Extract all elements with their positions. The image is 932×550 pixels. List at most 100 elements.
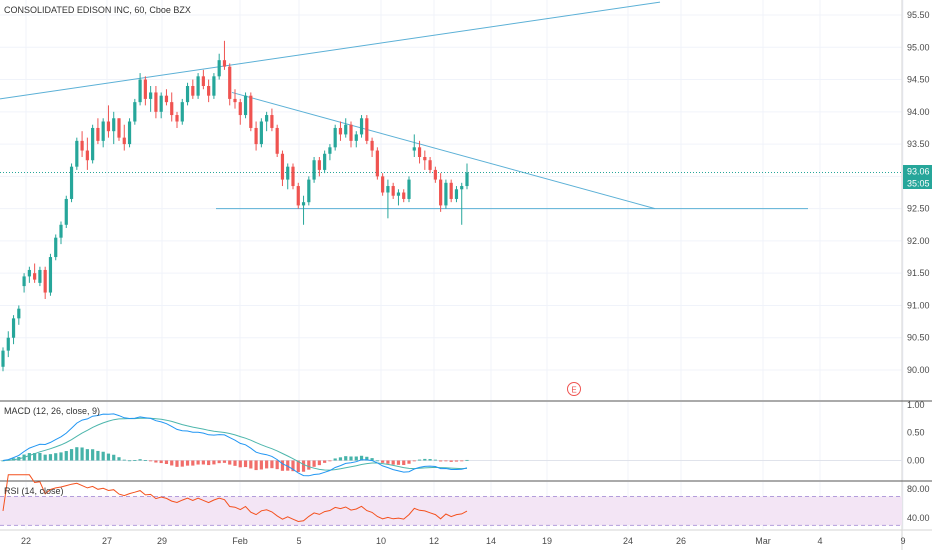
candle-body — [291, 166, 295, 187]
macd-histogram-bar — [396, 460, 401, 465]
time-tick-label: 26 — [676, 536, 686, 546]
macd-histogram-bar — [154, 460, 158, 463]
candle-body — [301, 202, 306, 206]
rsi-axis[interactable]: 80.00 40.00 — [907, 484, 930, 523]
candle-body — [412, 147, 416, 151]
candle-body — [138, 79, 142, 103]
candle-body — [201, 76, 205, 86]
last-price-badge: 93.06 35:05 — [903, 165, 932, 189]
candle-body — [391, 186, 395, 196]
macd-histogram-bar — [296, 460, 300, 472]
macd-histogram-bar — [423, 458, 427, 461]
macd-histogram-bar — [38, 452, 42, 461]
earnings-marker-label: E — [571, 386, 576, 395]
candle-body — [6, 337, 10, 351]
candle-body — [101, 121, 105, 141]
candle-body — [280, 153, 285, 180]
macd-histogram-bar — [270, 460, 274, 469]
macd-histogram-bar — [27, 453, 31, 461]
candle-body — [254, 127, 258, 145]
rsi-title: RSI (14, close) — [4, 486, 64, 496]
macd-histogram-bar — [323, 460, 327, 463]
rsi-tick-label: 40.00 — [907, 513, 930, 523]
candle-body — [433, 169, 437, 180]
candle-body — [370, 140, 374, 151]
candle-body — [207, 86, 211, 96]
candle-body — [439, 179, 443, 206]
macd-histogram-bar — [207, 460, 211, 466]
candle-body — [365, 118, 369, 141]
candle-body — [307, 179, 311, 203]
trendline-descending[interactable] — [231, 91, 656, 210]
trendlines[interactable] — [0, 1, 808, 210]
time-tick-label: 10 — [376, 536, 386, 546]
candle-body — [175, 115, 179, 122]
candles — [1, 40, 469, 372]
macd-histogram-bar — [217, 460, 221, 464]
candle-body — [196, 76, 200, 96]
macd-histogram-bar — [228, 460, 232, 465]
price-tick-label: 92.00 — [907, 236, 930, 246]
candle-body — [344, 124, 348, 135]
candle-body — [286, 166, 290, 180]
macd-histogram-bar — [338, 457, 343, 461]
macd-histogram-bar — [370, 458, 374, 461]
candle-body — [423, 157, 427, 161]
time-axis[interactable]: 22 27 29 Feb 5 10 12 14 19 24 26 Mar 4 9 — [21, 536, 906, 546]
macd-histogram-bar — [64, 451, 68, 461]
candle-body — [112, 118, 116, 132]
macd-title: MACD (12, 26, close, 9) — [4, 406, 100, 416]
candle-body — [106, 121, 111, 132]
macd-histogram-bar — [249, 460, 253, 469]
price-tick-label: 92.50 — [907, 204, 930, 214]
candle-body — [1, 350, 5, 367]
macd-histogram-bar — [175, 460, 179, 467]
candle-body — [270, 115, 274, 128]
macd-signal-line — [2, 417, 468, 471]
price-tick-label: 94.00 — [907, 107, 930, 117]
candle-body — [312, 160, 316, 180]
price-tick-label: 95.00 — [907, 42, 930, 52]
time-tick-label: 22 — [21, 536, 31, 546]
price-tick-label: 95.50 — [907, 10, 930, 20]
trendline-upper[interactable] — [0, 1, 661, 100]
candle-body — [54, 237, 58, 258]
candle-body — [275, 127, 279, 154]
candle-body — [69, 166, 74, 199]
price-axis[interactable]: 95.5095.0094.5094.0093.5093.0092.5092.00… — [907, 10, 930, 375]
candle-body — [465, 172, 469, 187]
earnings-marker[interactable]: E — [567, 382, 581, 396]
candle-body — [228, 66, 232, 99]
time-tick-label: 14 — [486, 536, 496, 546]
macd-histogram-bar — [254, 460, 258, 471]
macd-histogram-bar — [375, 460, 379, 462]
macd-histogram-bar — [112, 454, 116, 461]
macd-axis[interactable]: 1.00 0.50 0.00 — [907, 400, 925, 466]
candle-body — [328, 147, 332, 154]
macd-histogram-bar — [133, 460, 137, 461]
macd-histogram-bar — [117, 457, 121, 461]
macd-histogram-bar — [275, 460, 279, 470]
macd-histogram-bar — [359, 455, 364, 461]
macd-histogram-bar — [54, 453, 58, 461]
candle-body — [212, 76, 216, 96]
macd-histogram-bar — [164, 460, 169, 464]
candle-body — [338, 127, 343, 135]
time-tick-label: 4 — [817, 536, 822, 546]
candle-body — [354, 134, 358, 141]
candle-body — [349, 124, 353, 141]
candle-body — [91, 127, 95, 161]
time-tick-label: 27 — [102, 536, 112, 546]
candle-body — [75, 140, 79, 167]
candle-body — [222, 60, 227, 67]
macd-histogram-bar — [349, 456, 353, 461]
rsi-tick-label: 80.00 — [907, 484, 930, 494]
macd-histogram-bar — [59, 452, 63, 461]
candle-body — [386, 186, 390, 193]
price-tick-label: 94.50 — [907, 75, 930, 85]
candle-body — [122, 137, 126, 145]
macd-histogram-bar — [354, 456, 358, 461]
candle-body — [27, 269, 31, 277]
macd-histogram-bar — [170, 460, 174, 466]
